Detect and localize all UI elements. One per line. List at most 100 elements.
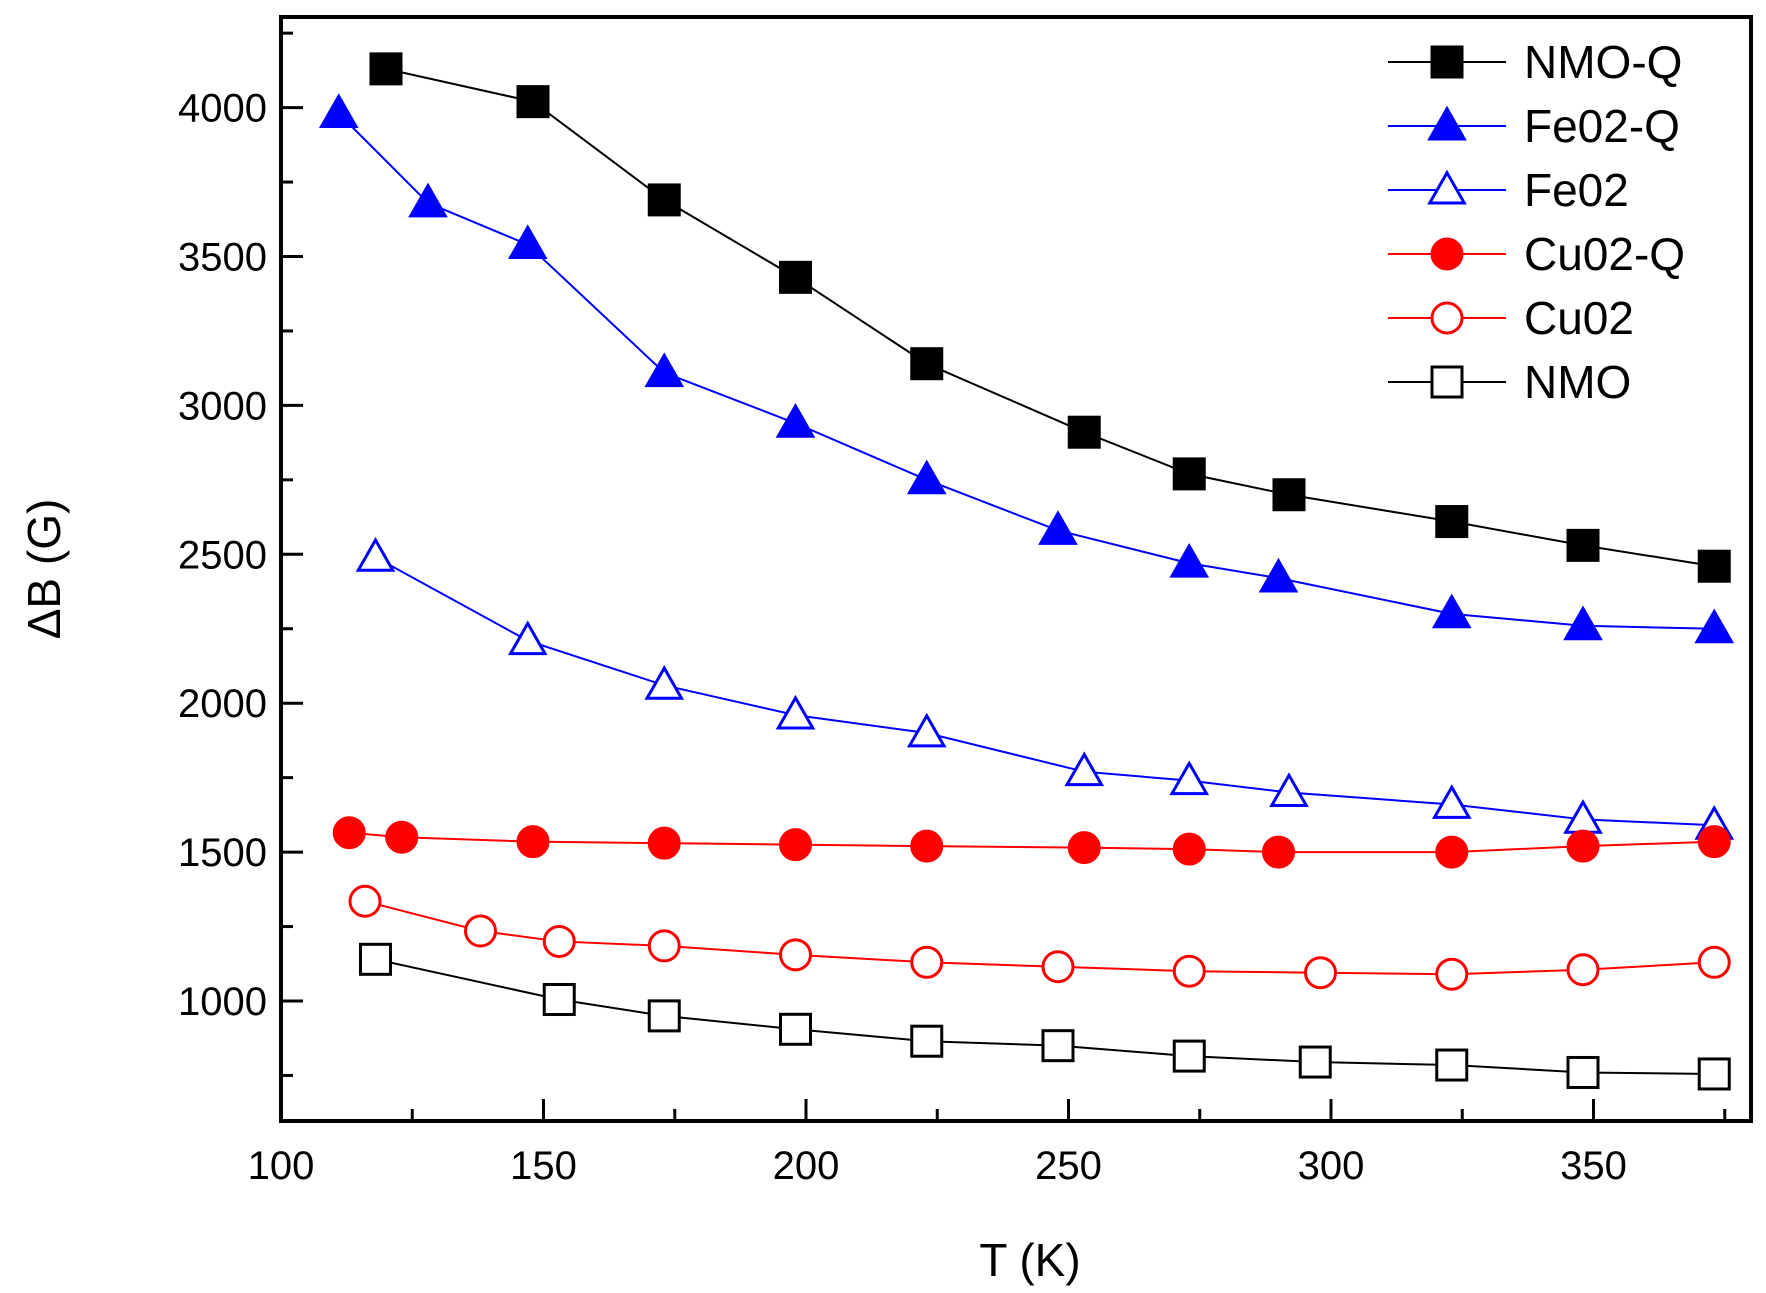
data-point	[775, 694, 816, 730]
legend-marker	[1427, 105, 1467, 141]
data-point	[1697, 1057, 1731, 1091]
series-fe02-q	[318, 93, 1735, 644]
series-line	[349, 831, 1715, 854]
legend-item: Cu02-Q	[1388, 228, 1685, 280]
data-point	[1697, 945, 1731, 979]
data-point	[1272, 478, 1306, 512]
data-point	[369, 52, 403, 86]
legend-item: NMO	[1388, 356, 1631, 408]
legend-label: Cu02	[1524, 292, 1634, 344]
x-tick-label: 150	[510, 1144, 577, 1188]
data-point	[779, 1012, 812, 1046]
data-point	[1269, 772, 1309, 807]
data-point	[906, 712, 947, 748]
x-axis-label: T (K)	[979, 1234, 1080, 1286]
series-line	[338, 112, 1715, 630]
y-axis-label: ΔB (G)	[18, 499, 70, 640]
data-point	[644, 352, 685, 388]
axes: 100 150 200 250 300 350 1000 1500 2000 2500 3000 35…	[178, 31, 1727, 1188]
data-point	[1041, 1029, 1075, 1063]
x-tick-label: 250	[1035, 1144, 1102, 1188]
series-cu02-q	[332, 816, 1731, 869]
data-point	[1067, 415, 1101, 449]
data-point	[1697, 825, 1731, 859]
x-tick-label: 350	[1560, 1144, 1627, 1188]
data-point	[1172, 1039, 1206, 1073]
y-tick-label: 2000	[178, 682, 267, 726]
legend-item: NMO-Q	[1388, 36, 1682, 88]
y-tick-label: 1000	[178, 980, 267, 1024]
data-point	[385, 820, 419, 854]
data-point	[507, 224, 548, 260]
legend-marker	[1427, 169, 1467, 205]
data-point	[348, 884, 382, 918]
series-nmo-q	[369, 52, 1731, 583]
data-point	[1041, 950, 1075, 984]
legend-item: Fe02-Q	[1388, 100, 1680, 152]
series-cu02	[348, 884, 1731, 991]
series-line	[375, 556, 1715, 827]
data-point	[542, 924, 576, 958]
data-point	[1566, 829, 1600, 863]
data-point	[1566, 1055, 1600, 1089]
y-tick-label: 2500	[178, 533, 267, 577]
data-point	[408, 182, 448, 218]
y-tick-label: 4000	[178, 87, 267, 131]
data-point	[775, 402, 816, 438]
data-point	[318, 93, 359, 128]
legend-marker	[1430, 301, 1464, 335]
data-point	[1431, 784, 1472, 819]
data-point	[1169, 760, 1210, 796]
series-fe02	[355, 537, 1735, 840]
data-point	[507, 620, 548, 656]
legend-marker	[1430, 237, 1464, 271]
data-point	[910, 347, 944, 381]
data-point	[1298, 1045, 1332, 1079]
series-layer	[318, 52, 1735, 1091]
data-point	[906, 459, 947, 495]
data-point	[1038, 510, 1078, 545]
data-point	[1172, 457, 1206, 491]
x-tick-label: 100	[248, 1144, 315, 1188]
data-point	[1435, 835, 1469, 869]
data-point	[542, 983, 576, 1017]
data-point	[1431, 593, 1472, 629]
legend-marker	[1430, 365, 1464, 399]
data-point	[1435, 505, 1469, 539]
data-point	[647, 929, 681, 963]
data-point	[647, 826, 681, 860]
x-tick-label: 200	[773, 1144, 840, 1188]
data-point	[1435, 957, 1469, 991]
data-point	[1169, 542, 1210, 578]
series-line	[385, 67, 1715, 568]
data-point	[1566, 528, 1600, 562]
data-point	[1566, 953, 1600, 987]
legend-label: Fe02	[1524, 164, 1629, 216]
data-point	[1064, 751, 1105, 787]
legend-label: NMO-Q	[1524, 36, 1682, 88]
data-point	[647, 183, 681, 217]
data-point	[355, 537, 396, 572]
legend-label: NMO	[1524, 356, 1631, 408]
data-point	[1258, 557, 1299, 593]
data-point	[910, 829, 944, 863]
y-tick-label: 1500	[178, 831, 267, 875]
data-point	[516, 85, 550, 119]
data-point	[464, 914, 497, 948]
legend: NMO-Q Fe02-Q Fe02 Cu02-Q Cu02 NMO	[1388, 36, 1685, 408]
data-point	[359, 942, 392, 976]
data-point	[910, 945, 944, 979]
data-point	[1563, 605, 1603, 641]
legend-label: Fe02-Q	[1524, 100, 1680, 152]
series-nmo	[359, 942, 1731, 1091]
plot-area-frame	[279, 15, 1753, 1123]
data-point	[1172, 954, 1206, 988]
y-tick-label: 3000	[178, 384, 267, 428]
data-point	[779, 828, 812, 862]
data-point	[516, 825, 550, 859]
legend-label: Cu02-Q	[1524, 228, 1685, 280]
data-point	[779, 260, 812, 294]
x-tick-label: 300	[1298, 1144, 1365, 1188]
data-point	[1435, 1048, 1469, 1082]
